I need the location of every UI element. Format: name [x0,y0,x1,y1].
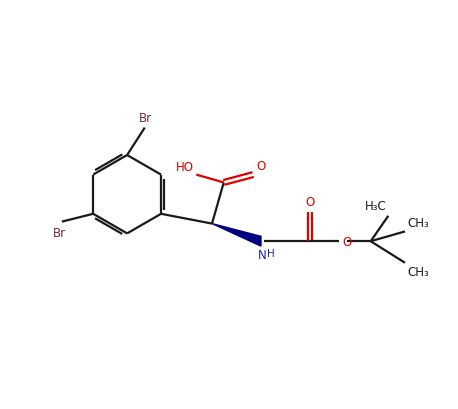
Text: O: O [256,159,265,172]
Text: H₃C: H₃C [365,199,387,212]
Text: O: O [342,235,352,248]
Text: O: O [305,196,315,209]
Text: N: N [257,249,267,261]
Text: H: H [267,249,275,258]
Text: CH₃: CH₃ [407,265,429,278]
Polygon shape [212,224,261,247]
Text: HO: HO [175,160,193,173]
Text: Br: Br [139,111,153,124]
Text: CH₃: CH₃ [407,217,429,230]
Text: Br: Br [53,226,66,239]
